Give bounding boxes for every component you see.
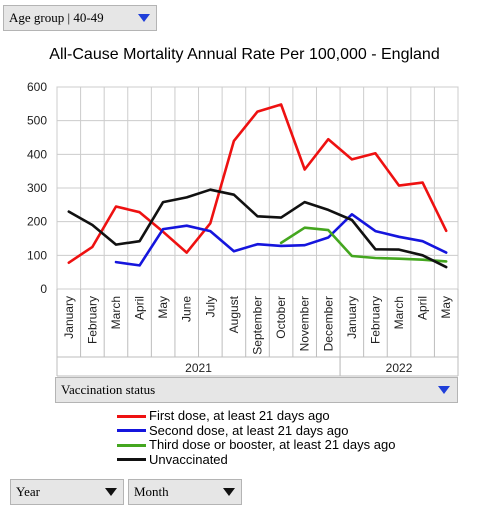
dropdown-arrow-icon bbox=[438, 386, 450, 394]
x-tick-label: January bbox=[62, 296, 76, 339]
year-label: 2022 bbox=[386, 361, 413, 375]
dropdown-arrow-icon bbox=[223, 488, 235, 496]
legend-swatch bbox=[117, 458, 146, 462]
x-tick-label: October bbox=[274, 296, 288, 339]
x-tick-label: May bbox=[439, 296, 453, 319]
x-tick-label: August bbox=[227, 295, 241, 333]
x-tick-label: February bbox=[85, 296, 99, 344]
x-tick-label: June bbox=[180, 296, 194, 322]
legend-item: First dose, at least 21 days ago bbox=[117, 409, 395, 424]
legend-item: Third dose or booster, at least 21 days … bbox=[117, 438, 395, 453]
legend-swatch bbox=[117, 414, 146, 418]
vaccination-status-value: Vaccination status bbox=[61, 382, 156, 397]
dropdown-arrow-icon bbox=[138, 14, 150, 22]
x-tick-label: February bbox=[368, 296, 382, 344]
series-line-1 bbox=[114, 213, 448, 267]
x-tick-label: April bbox=[416, 296, 430, 320]
y-tick-label: 300 bbox=[27, 181, 47, 195]
age-group-select[interactable]: Age group | 40-49 bbox=[3, 5, 157, 31]
series-line-2 bbox=[279, 226, 448, 263]
y-tick-label: 400 bbox=[27, 147, 47, 161]
chart-title: All-Cause Mortality Annual Rate Per 100,… bbox=[49, 46, 440, 63]
y-tick-label: 100 bbox=[27, 248, 47, 262]
legend-swatch bbox=[117, 429, 146, 433]
legend-label: Third dose or booster, at least 21 days … bbox=[149, 437, 396, 453]
mortality-line-chart: 0 100 200 300 400 500 600 January February March A… bbox=[27, 80, 459, 377]
year-select-value: Year bbox=[16, 484, 40, 499]
x-tick-label: March bbox=[392, 296, 406, 329]
y-tick-label: 200 bbox=[27, 215, 47, 229]
legend-swatch bbox=[117, 443, 146, 447]
y-tick-label: 600 bbox=[27, 80, 47, 94]
month-select[interactable]: Month bbox=[128, 479, 242, 505]
series-line-0 bbox=[67, 103, 448, 264]
vaccination-status-select[interactable]: Vaccination status bbox=[55, 377, 458, 403]
month-select-value: Month bbox=[134, 484, 169, 499]
age-group-value: Age group | 40-49 bbox=[9, 10, 104, 25]
x-tick-label: March bbox=[109, 296, 123, 329]
year-select[interactable]: Year bbox=[10, 479, 124, 505]
legend-label: Second dose, at least 21 days ago bbox=[149, 422, 349, 438]
legend-label: Unvaccinated bbox=[149, 451, 228, 467]
year-label: 2021 bbox=[185, 361, 212, 375]
legend-item: Unvaccinated bbox=[117, 451, 395, 468]
x-tick-label: July bbox=[203, 296, 217, 317]
x-tick-label: April bbox=[133, 296, 147, 320]
chart-legend: First dose, at least 21 days ago Second d… bbox=[117, 409, 395, 467]
series-line-3 bbox=[67, 188, 448, 269]
legend-item: Second dose, at least 21 days ago bbox=[117, 422, 395, 439]
x-tick-label: November bbox=[298, 296, 312, 351]
x-tick-label: January bbox=[345, 296, 359, 339]
legend-label: First dose, at least 21 days ago bbox=[149, 408, 330, 424]
x-tick-label: May bbox=[156, 296, 170, 319]
y-tick-label: 0 bbox=[40, 282, 47, 296]
y-tick-label: 500 bbox=[27, 114, 47, 128]
x-tick-label: September bbox=[251, 296, 265, 355]
x-tick-label: December bbox=[321, 296, 335, 351]
dropdown-arrow-icon bbox=[105, 488, 117, 496]
